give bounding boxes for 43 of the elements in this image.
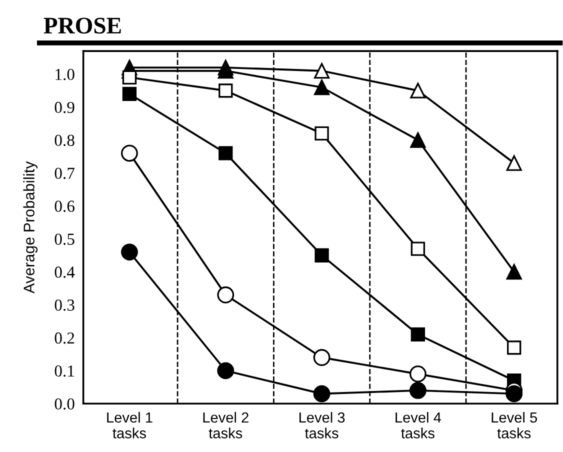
point [410, 327, 426, 342]
point [218, 84, 233, 98]
point [314, 80, 330, 96]
point [506, 264, 522, 280]
y-tick-label: 0.6 [54, 200, 74, 212]
y-tick-label: 0.3 [54, 299, 74, 311]
point [314, 248, 329, 262]
chart-title: PROSE [44, 18, 121, 34]
point [218, 63, 234, 79]
y-tick-label: 0.2 [54, 332, 74, 344]
point [410, 82, 426, 98]
point [410, 132, 426, 148]
y-tick-label: 0.0 [54, 398, 74, 410]
x-tick-label: Level 5 tasks [492, 412, 538, 438]
y-tick-label: 0.7 [54, 168, 75, 180]
point [314, 126, 329, 141]
x-tick-label: Level 4 tasks [396, 412, 442, 438]
y-tick-label: 0.5 [54, 234, 74, 245]
x-tick-label: Level 3 tasks [299, 412, 345, 438]
point [121, 244, 138, 261]
point [121, 144, 138, 162]
point [313, 385, 330, 402]
point [507, 340, 522, 355]
y-tick-label: 1.0 [56, 68, 74, 80]
point [409, 382, 426, 399]
point [314, 63, 330, 79]
y-tick-label: 0.1 [54, 365, 74, 377]
y-tick-label: 0.9 [54, 102, 74, 114]
x-tick-label: Level 1 tasks [107, 412, 152, 438]
y-tick-label: 0.4 [54, 266, 75, 278]
point [410, 242, 426, 256]
point [313, 349, 330, 366]
point [122, 70, 137, 85]
y-axis-title: Average Probability [23, 161, 38, 294]
x-tick-label: Level 2 tasks [203, 412, 248, 438]
point [217, 362, 234, 380]
point [122, 86, 137, 101]
point [506, 155, 522, 171]
point [409, 366, 426, 382]
y-tick-label: 0.8 [54, 134, 74, 146]
point [218, 146, 233, 160]
point [217, 286, 234, 304]
point [506, 385, 523, 402]
